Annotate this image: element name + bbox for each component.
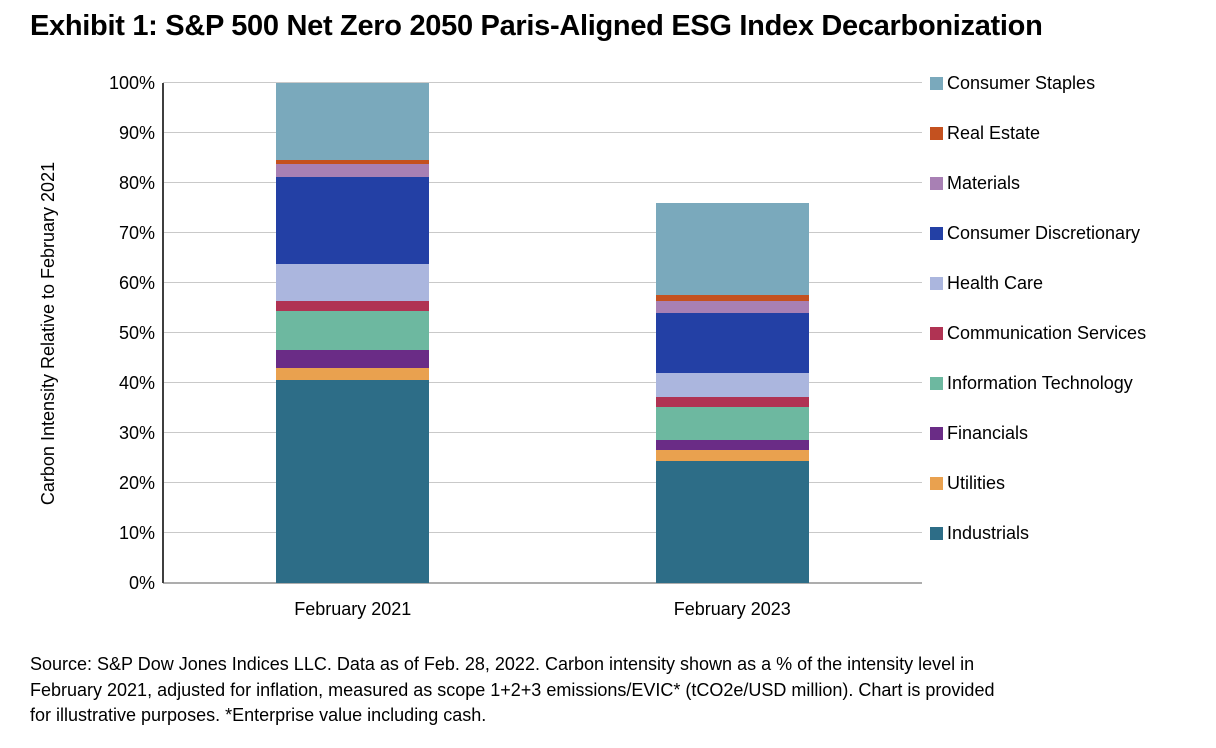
bar-segment-real-estate <box>276 160 430 164</box>
page-title: Exhibit 1: S&P 500 Net Zero 2050 Paris-A… <box>30 10 1043 42</box>
plot-area <box>162 82 922 584</box>
bar-segment-communication-services <box>276 300 430 311</box>
legend-swatch <box>930 226 943 240</box>
x-axis-line <box>163 582 922 584</box>
legend-label: Materials <box>947 172 1021 193</box>
bar-segment-real-estate <box>655 294 809 301</box>
gridline <box>163 232 922 233</box>
legend-swatch <box>930 426 943 440</box>
gridline <box>163 282 922 283</box>
legend-item-utilities: Utilities <box>930 458 1146 508</box>
bar-segment-utilities <box>655 449 809 461</box>
legend-swatch <box>930 276 943 290</box>
gridline <box>163 182 922 183</box>
x-category-label: February 2023 <box>673 599 791 619</box>
y-tick-label: 0% <box>128 573 155 593</box>
gridline <box>163 532 922 533</box>
gridline <box>163 432 922 433</box>
y-tick-label: 10% <box>118 523 155 543</box>
legend-item-consumer-staples: Consumer Staples <box>930 58 1146 108</box>
y-tick-label: 40% <box>118 373 155 393</box>
legend-item-communication-services: Communication Services <box>930 308 1146 358</box>
legend-item-real-estate: Real Estate <box>930 108 1146 158</box>
y-tick-label: 20% <box>118 473 155 493</box>
legend-label: Financials <box>947 422 1029 443</box>
y-tick-label: 90% <box>118 123 155 143</box>
source-line: for illustrative purposes. *Enterprise v… <box>30 705 487 725</box>
legend-label: Industrials <box>947 522 1030 543</box>
gridline <box>163 382 922 383</box>
legend-item-industrials: Industrials <box>930 508 1146 558</box>
bar-segment-health-care <box>655 373 809 397</box>
source-line: February 2021, adjusted for inflation, m… <box>30 679 995 700</box>
gridline <box>163 332 922 333</box>
bar-segment-utilities <box>276 367 430 380</box>
y-tick-label: 50% <box>118 323 155 343</box>
legend-swatch <box>930 526 943 540</box>
legend-item-materials: Materials <box>930 158 1146 208</box>
legend-item-health-care: Health Care <box>930 258 1146 308</box>
bar-segment-materials <box>655 300 809 313</box>
bar-segment-communication-services <box>655 396 809 407</box>
bar-segment-materials <box>276 164 430 177</box>
gridline <box>163 82 922 83</box>
x-category-label: February 2021 <box>294 599 412 619</box>
bar-segment-financials <box>655 439 809 450</box>
legend-label: Consumer Discretionary <box>947 222 1141 243</box>
legend-item-financials: Financials <box>930 408 1146 458</box>
y-tick-label: 70% <box>118 223 155 243</box>
legend-label: Information Technology <box>947 372 1133 393</box>
bar-segment-consumer-discretionary <box>655 313 809 373</box>
y-tick-label: 60% <box>118 273 155 293</box>
legend-swatch <box>930 76 943 90</box>
legend-label: Communication Services <box>947 322 1147 343</box>
legend-swatch <box>930 126 943 140</box>
legend-label: Real Estate <box>947 122 1041 143</box>
y-tick-label: 80% <box>118 173 155 193</box>
legend-label: Consumer Staples <box>947 72 1096 93</box>
bar-february-2023 <box>655 83 809 583</box>
bar-february-2021 <box>276 83 430 583</box>
gridline <box>163 482 922 483</box>
bar-segment-financials <box>276 349 430 368</box>
legend-swatch <box>930 476 943 490</box>
legend-swatch <box>930 326 943 340</box>
legend: Consumer Staples Real Estate Materials Cons… <box>930 58 1146 558</box>
gridline <box>163 132 922 133</box>
legend-item-information-technology: Information Technology <box>930 358 1146 408</box>
legend-swatch <box>930 376 943 390</box>
bar-segment-industrials <box>276 379 430 583</box>
legend-swatch <box>930 176 943 190</box>
bar-segment-consumer-staples <box>276 83 430 160</box>
legend-label: Health Care <box>947 272 1044 293</box>
bar-segment-health-care <box>276 263 430 301</box>
y-axis-line <box>162 83 164 583</box>
bar-segment-information-technology <box>276 311 430 350</box>
legend-item-consumer-discretionary: Consumer Discretionary <box>930 208 1146 258</box>
bar-segment-consumer-discretionary <box>276 176 430 264</box>
bar-segment-consumer-staples <box>655 202 809 295</box>
legend-label: Utilities <box>947 472 1006 493</box>
source-line: Source: S&P Dow Jones Indices LLC. Data … <box>30 654 975 674</box>
source-note: Source: S&P Dow Jones Indices LLC. Data … <box>30 652 1210 729</box>
bar-segment-information-technology <box>655 406 809 440</box>
y-tick-label: 100% <box>108 73 155 93</box>
bar-segment-industrials <box>655 460 809 583</box>
y-tick-label: 30% <box>118 423 155 443</box>
